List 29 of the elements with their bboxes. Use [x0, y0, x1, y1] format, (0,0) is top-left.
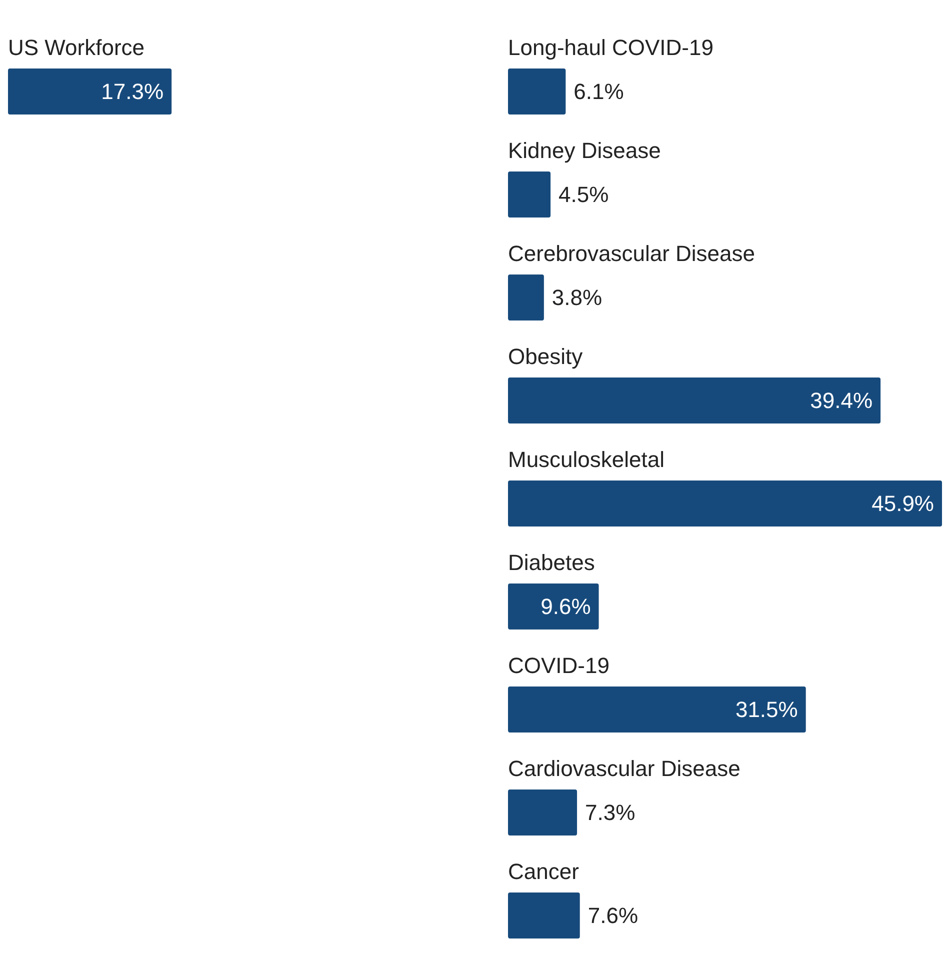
- bar: [508, 172, 551, 218]
- data-label: 6.1%: [574, 79, 624, 104]
- bar: [508, 480, 942, 526]
- bar: [508, 68, 566, 114]
- y-tick-label: Kidney Disease: [508, 138, 661, 163]
- y-tick-label: US Workforce: [8, 35, 145, 60]
- data-label: 7.3%: [585, 800, 636, 825]
- data-label: 45.9%: [872, 491, 934, 516]
- bar: [508, 584, 599, 630]
- y-tick-label: Cancer: [508, 859, 579, 884]
- bar: [508, 892, 580, 938]
- y-tick-label: Diabetes: [508, 550, 595, 575]
- y-tick-label: Musculoskeletal: [508, 447, 665, 472]
- y-tick-label: Cerebrovascular Disease: [508, 241, 755, 266]
- bar: [508, 686, 806, 732]
- data-label: 31.5%: [735, 697, 798, 722]
- y-tick-label: Long-haul COVID-19: [508, 35, 714, 60]
- y-tick-label: COVID-19: [508, 653, 610, 678]
- bar: [508, 378, 881, 424]
- bar: [508, 274, 544, 320]
- data-label: 9.6%: [540, 594, 591, 619]
- data-label: 17.3%: [101, 79, 164, 104]
- y-tick-label: Obesity: [508, 344, 583, 369]
- data-label: 4.5%: [558, 182, 609, 207]
- data-label: 7.6%: [588, 903, 638, 928]
- data-label: 3.8%: [552, 285, 602, 310]
- y-tick-label: Cardiovascular Disease: [508, 756, 740, 781]
- data-label: 39.4%: [810, 388, 873, 413]
- bar: [508, 790, 578, 836]
